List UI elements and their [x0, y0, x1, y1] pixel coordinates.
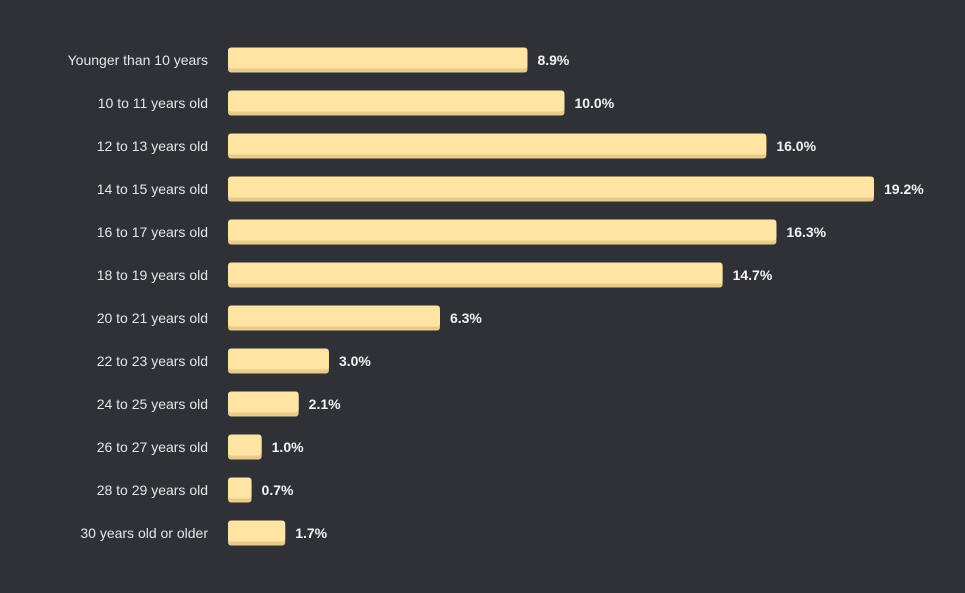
category-label: 14 to 15 years old	[97, 181, 208, 197]
value-label: 10.0%	[574, 95, 614, 111]
bars-group: Younger than 10 years 8.9% 10 to 11 years …	[68, 47, 924, 546]
value-label: 0.7%	[262, 482, 294, 498]
bar	[228, 47, 528, 69]
bar	[228, 520, 286, 542]
value-label: 3.0%	[339, 353, 371, 369]
bar	[228, 133, 767, 155]
bar	[228, 348, 329, 370]
bar	[228, 90, 565, 112]
bar	[228, 477, 252, 499]
category-label: Younger than 10 years	[68, 52, 208, 68]
category-label: 28 to 29 years old	[97, 482, 208, 498]
value-label: 2.1%	[309, 396, 341, 412]
category-label: 30 years old or older	[80, 525, 208, 541]
category-label: 20 to 21 years old	[97, 310, 208, 326]
value-label: 19.2%	[884, 181, 924, 197]
value-label: 8.9%	[537, 52, 569, 68]
value-label: 6.3%	[450, 310, 482, 326]
category-label: 16 to 17 years old	[97, 224, 208, 240]
category-label: 18 to 19 years old	[97, 267, 208, 283]
bar	[228, 391, 299, 413]
bar	[228, 305, 440, 327]
bar	[228, 262, 723, 284]
category-label: 10 to 11 years old	[98, 95, 208, 111]
category-label: 24 to 25 years old	[97, 396, 208, 412]
value-label: 16.0%	[776, 138, 816, 154]
category-label: 26 to 27 years old	[97, 439, 208, 455]
category-label: 12 to 13 years old	[97, 138, 208, 154]
value-label: 1.7%	[295, 525, 327, 541]
value-label: 16.3%	[786, 224, 826, 240]
bar	[228, 176, 874, 198]
bar	[228, 434, 262, 456]
bar	[228, 219, 777, 241]
value-label: 1.0%	[272, 439, 304, 455]
value-label: 14.7%	[733, 267, 773, 283]
category-label: 22 to 23 years old	[97, 353, 208, 369]
